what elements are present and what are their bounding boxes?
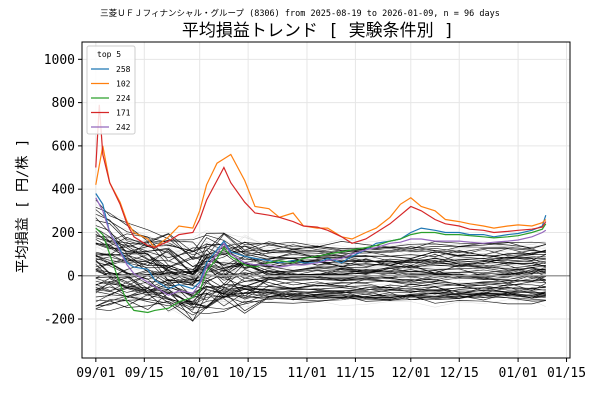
chart-subtitle: 三菱ＵＦＪフィナンシャル・グループ (8306) from 2025-08-19… — [100, 8, 500, 19]
background-series-line — [95, 232, 546, 253]
series-line-258 — [95, 193, 547, 290]
x-tick-label: 01/15 — [547, 366, 586, 381]
background-series-line — [95, 243, 546, 260]
background-series-line — [95, 289, 546, 316]
y-tick-label: -200 — [44, 313, 75, 328]
y-tick-label: 200 — [52, 226, 75, 241]
background-series-line — [95, 277, 546, 309]
legend: top 5 258 102 224 171 242 — [86, 45, 136, 135]
legend-entry-258: 258 — [116, 65, 131, 74]
y-tick-label: 0 — [67, 269, 75, 284]
background-series-line — [95, 260, 546, 322]
background-series-line — [95, 242, 546, 264]
legend-entry-102: 102 — [116, 80, 131, 89]
x-tick-label: 09/01 — [76, 366, 115, 381]
y-tick-label: 800 — [52, 96, 75, 111]
background-series-line — [95, 246, 546, 283]
x-tick-label: 11/01 — [287, 366, 326, 381]
x-tick-label: 10/01 — [180, 366, 219, 381]
top-series — [95, 104, 547, 314]
background-series-line — [95, 225, 546, 282]
plot-frame — [81, 41, 571, 359]
background-series-line — [95, 209, 546, 262]
x-tick-label: 11/15 — [336, 366, 375, 381]
y-axis-label: 平均損益 [ 円/株 ] — [15, 139, 31, 274]
background-series-line — [95, 233, 546, 260]
background-series-line — [95, 259, 546, 312]
legend-entry-171: 171 — [116, 109, 131, 118]
legend-title: top 5 — [97, 50, 121, 59]
y-tick-label: 400 — [52, 183, 75, 198]
legend-entry-224: 224 — [116, 94, 131, 103]
axes: -200 0 200 400 600 800 1000 09/01 09/15 10/01 10/1… — [44, 53, 586, 381]
background-series-line — [95, 217, 546, 276]
grid — [82, 42, 570, 358]
background-series — [95, 199, 546, 322]
background-series-line — [95, 264, 546, 280]
background-series-line — [95, 242, 546, 291]
background-series-line — [95, 277, 546, 295]
series-line-171 — [95, 104, 547, 249]
y-tick-label: 1000 — [44, 53, 75, 68]
series-line-224 — [95, 223, 547, 314]
x-tick-label: 12/15 — [440, 366, 479, 381]
background-series-line — [95, 199, 546, 259]
x-tick-label: 01/01 — [499, 366, 538, 381]
background-series-line — [95, 232, 546, 280]
legend-box — [86, 45, 136, 135]
background-series-line — [95, 213, 546, 260]
x-tick-label: 12/01 — [391, 366, 430, 381]
background-series-line — [95, 272, 546, 304]
legend-entry-242: 242 — [116, 123, 131, 132]
x-tick-label: 10/15 — [229, 366, 268, 381]
series-line-242 — [95, 197, 547, 296]
y-tick-label: 600 — [52, 139, 75, 154]
x-tick-label: 09/15 — [125, 366, 164, 381]
chart-title: 平均損益トレンド [ 実験条件別 ] — [182, 21, 454, 41]
